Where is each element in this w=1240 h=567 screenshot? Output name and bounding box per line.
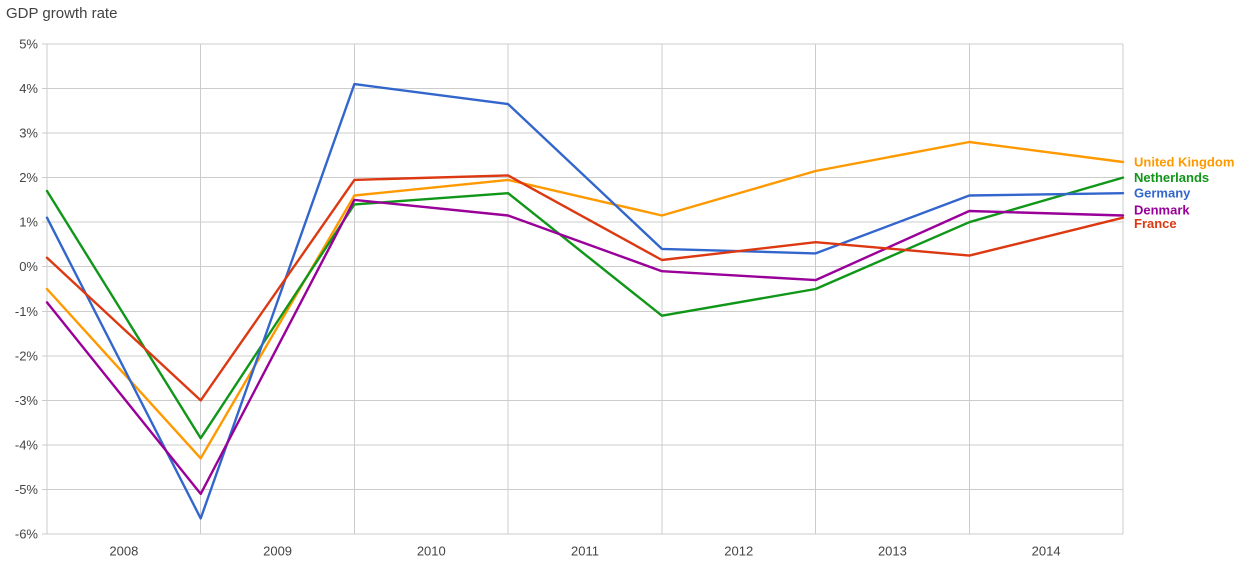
legend-label-denmark: Denmark [1134, 202, 1190, 217]
legend-label-germany: Germany [1134, 186, 1191, 201]
x-axis-tick-label: 2010 [417, 544, 446, 559]
series-line-united-kingdom[interactable] [45, 140, 1125, 460]
x-axis-tick-label: 2009 [263, 544, 292, 559]
x-axis-tick-label: 2008 [109, 544, 138, 559]
legend-label-france: France [1134, 216, 1177, 231]
y-axis-tick-label: 2% [19, 170, 38, 185]
y-axis-tick-label: -3% [15, 393, 39, 408]
x-axis-tick-label: 2014 [1032, 544, 1061, 559]
x-axis-tick-label: 2012 [724, 544, 753, 559]
series-line-netherlands[interactable] [45, 176, 1125, 440]
y-axis-tick-label: 5% [19, 37, 38, 52]
chart-title: GDP growth rate [6, 5, 118, 22]
y-axis-tick-label: -1% [15, 304, 39, 319]
series-line-france[interactable] [45, 174, 1125, 402]
legend-label-united-kingdom: United Kingdom [1134, 155, 1234, 170]
y-axis-tick-label: 0% [19, 259, 38, 274]
y-axis-tick-label: 4% [19, 81, 38, 96]
series-line-germany[interactable] [45, 82, 1125, 520]
legend-label-netherlands: Netherlands [1134, 170, 1209, 185]
y-axis-tick-label: -5% [15, 482, 39, 497]
y-axis-tick-label: -2% [15, 348, 39, 363]
x-axis-tick-label: 2011 [571, 544, 599, 559]
x-axis-tick-label: 2013 [878, 544, 907, 559]
y-axis-tick-label: -4% [15, 437, 39, 452]
y-axis-tick-label: -6% [15, 527, 39, 542]
series-line-denmark[interactable] [45, 198, 1125, 496]
y-axis-tick-label: 1% [19, 215, 38, 230]
y-axis-tick-label: 3% [19, 126, 38, 141]
